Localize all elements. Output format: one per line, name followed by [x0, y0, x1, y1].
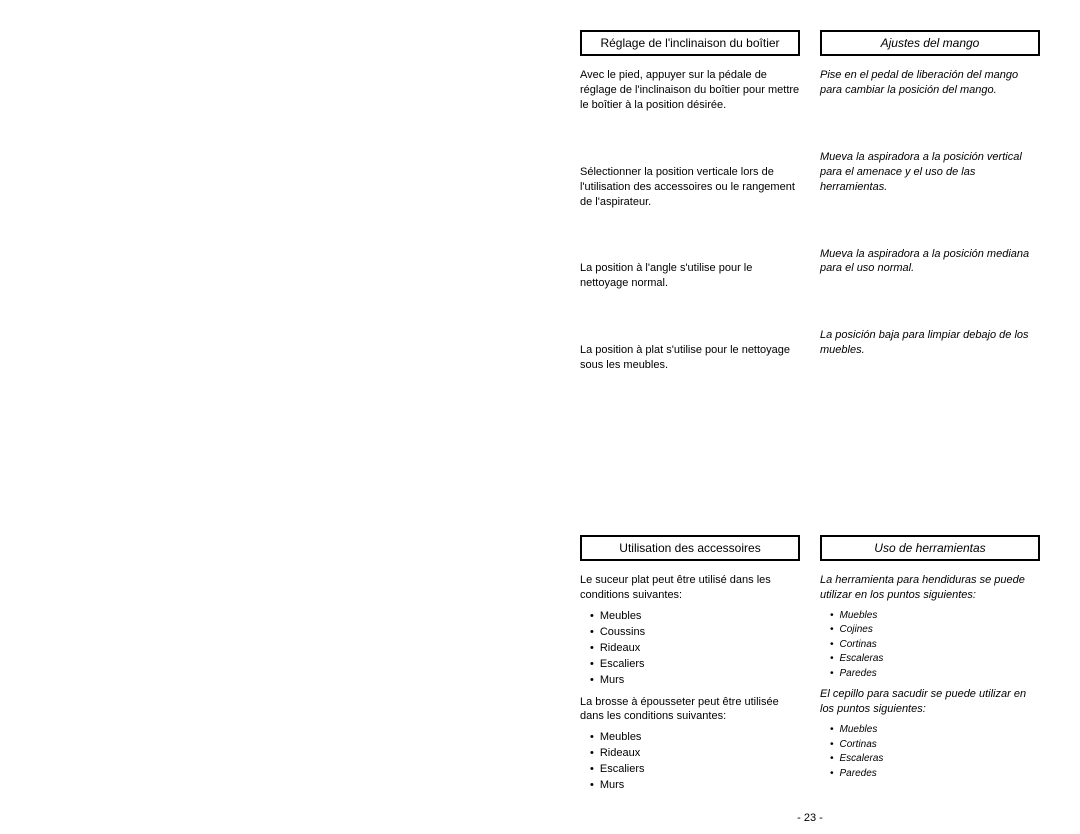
list-item: Cortinas	[830, 738, 1040, 753]
french-para-1: Avec le pied, appuyer sur la pédale de r…	[580, 68, 800, 113]
spanish-list-2: MueblesCortinasEscalerasParedes	[820, 723, 1040, 781]
list-item: Escaleras	[830, 752, 1040, 767]
list-item: Cojines	[830, 623, 1040, 638]
french-header-2: Utilisation des accessoires	[580, 535, 800, 561]
list-item: Murs	[590, 778, 800, 794]
section-1-columns: Réglage de l'inclinaison du boîtier Avec…	[580, 30, 1040, 425]
french-para-2: Sélectionner la position verticale lors …	[580, 165, 800, 210]
list-item: Rideaux	[590, 641, 800, 657]
spanish-header-2: Uso de herramientas	[820, 535, 1040, 561]
list-item: Murs	[590, 673, 800, 689]
spanish-para-2: Mueva la aspiradora a la posición vertic…	[820, 150, 1040, 195]
spanish-para-1: Pise en el pedal de liberación del mango…	[820, 68, 1040, 98]
list-item: Rideaux	[590, 746, 800, 762]
french-column-1: Réglage de l'inclinaison du boîtier Avec…	[580, 30, 800, 425]
list-item: Escaleras	[830, 652, 1040, 667]
spanish-list-1: MueblesCojinesCortinasEscalerasParedes	[820, 609, 1040, 682]
french-para-3: La position à l'angle s'utilise pour le …	[580, 261, 800, 291]
list-item: Meubles	[590, 730, 800, 746]
french-list-1: MeublesCoussinsRideauxEscaliersMurs	[580, 609, 800, 689]
page-number: - 23 -	[540, 812, 1080, 824]
spanish-para-5: La herramienta para hendiduras se puede …	[820, 573, 1040, 603]
spanish-para-4: La posición baja para limpiar debajo de …	[820, 328, 1040, 358]
spanish-column-2: Uso de herramientas La herramienta para …	[820, 535, 1040, 800]
spanish-para-3: Mueva la aspiradora a la posición median…	[820, 247, 1040, 277]
french-para-4: La position à plat s'utilise pour le net…	[580, 343, 800, 373]
french-para-6: La brosse à épousseter peut être utilisé…	[580, 695, 800, 725]
french-header-1: Réglage de l'inclinaison du boîtier	[580, 30, 800, 56]
list-item: Paredes	[830, 767, 1040, 782]
list-item: Cortinas	[830, 638, 1040, 653]
list-item: Coussins	[590, 625, 800, 641]
list-item: Paredes	[830, 667, 1040, 682]
list-item: Muebles	[830, 609, 1040, 624]
list-item: Muebles	[830, 723, 1040, 738]
list-item: Escaliers	[590, 762, 800, 778]
spanish-para-6: El cepillo para sacudir se puede utiliza…	[820, 687, 1040, 717]
manual-page: Réglage de l'inclinaison du boîtier Avec…	[540, 0, 1080, 834]
french-list-2: MeublesRideauxEscaliersMurs	[580, 730, 800, 794]
list-item: Escaliers	[590, 657, 800, 673]
spanish-header-1: Ajustes del mango	[820, 30, 1040, 56]
french-para-5: Le suceur plat peut être utilisé dans le…	[580, 573, 800, 603]
french-column-2: Utilisation des accessoires Le suceur pl…	[580, 535, 800, 800]
spanish-column-1: Ajustes del mango Pise en el pedal de li…	[820, 30, 1040, 425]
section-2-columns: Utilisation des accessoires Le suceur pl…	[580, 535, 1040, 800]
section-gap	[580, 425, 1040, 535]
list-item: Meubles	[590, 609, 800, 625]
